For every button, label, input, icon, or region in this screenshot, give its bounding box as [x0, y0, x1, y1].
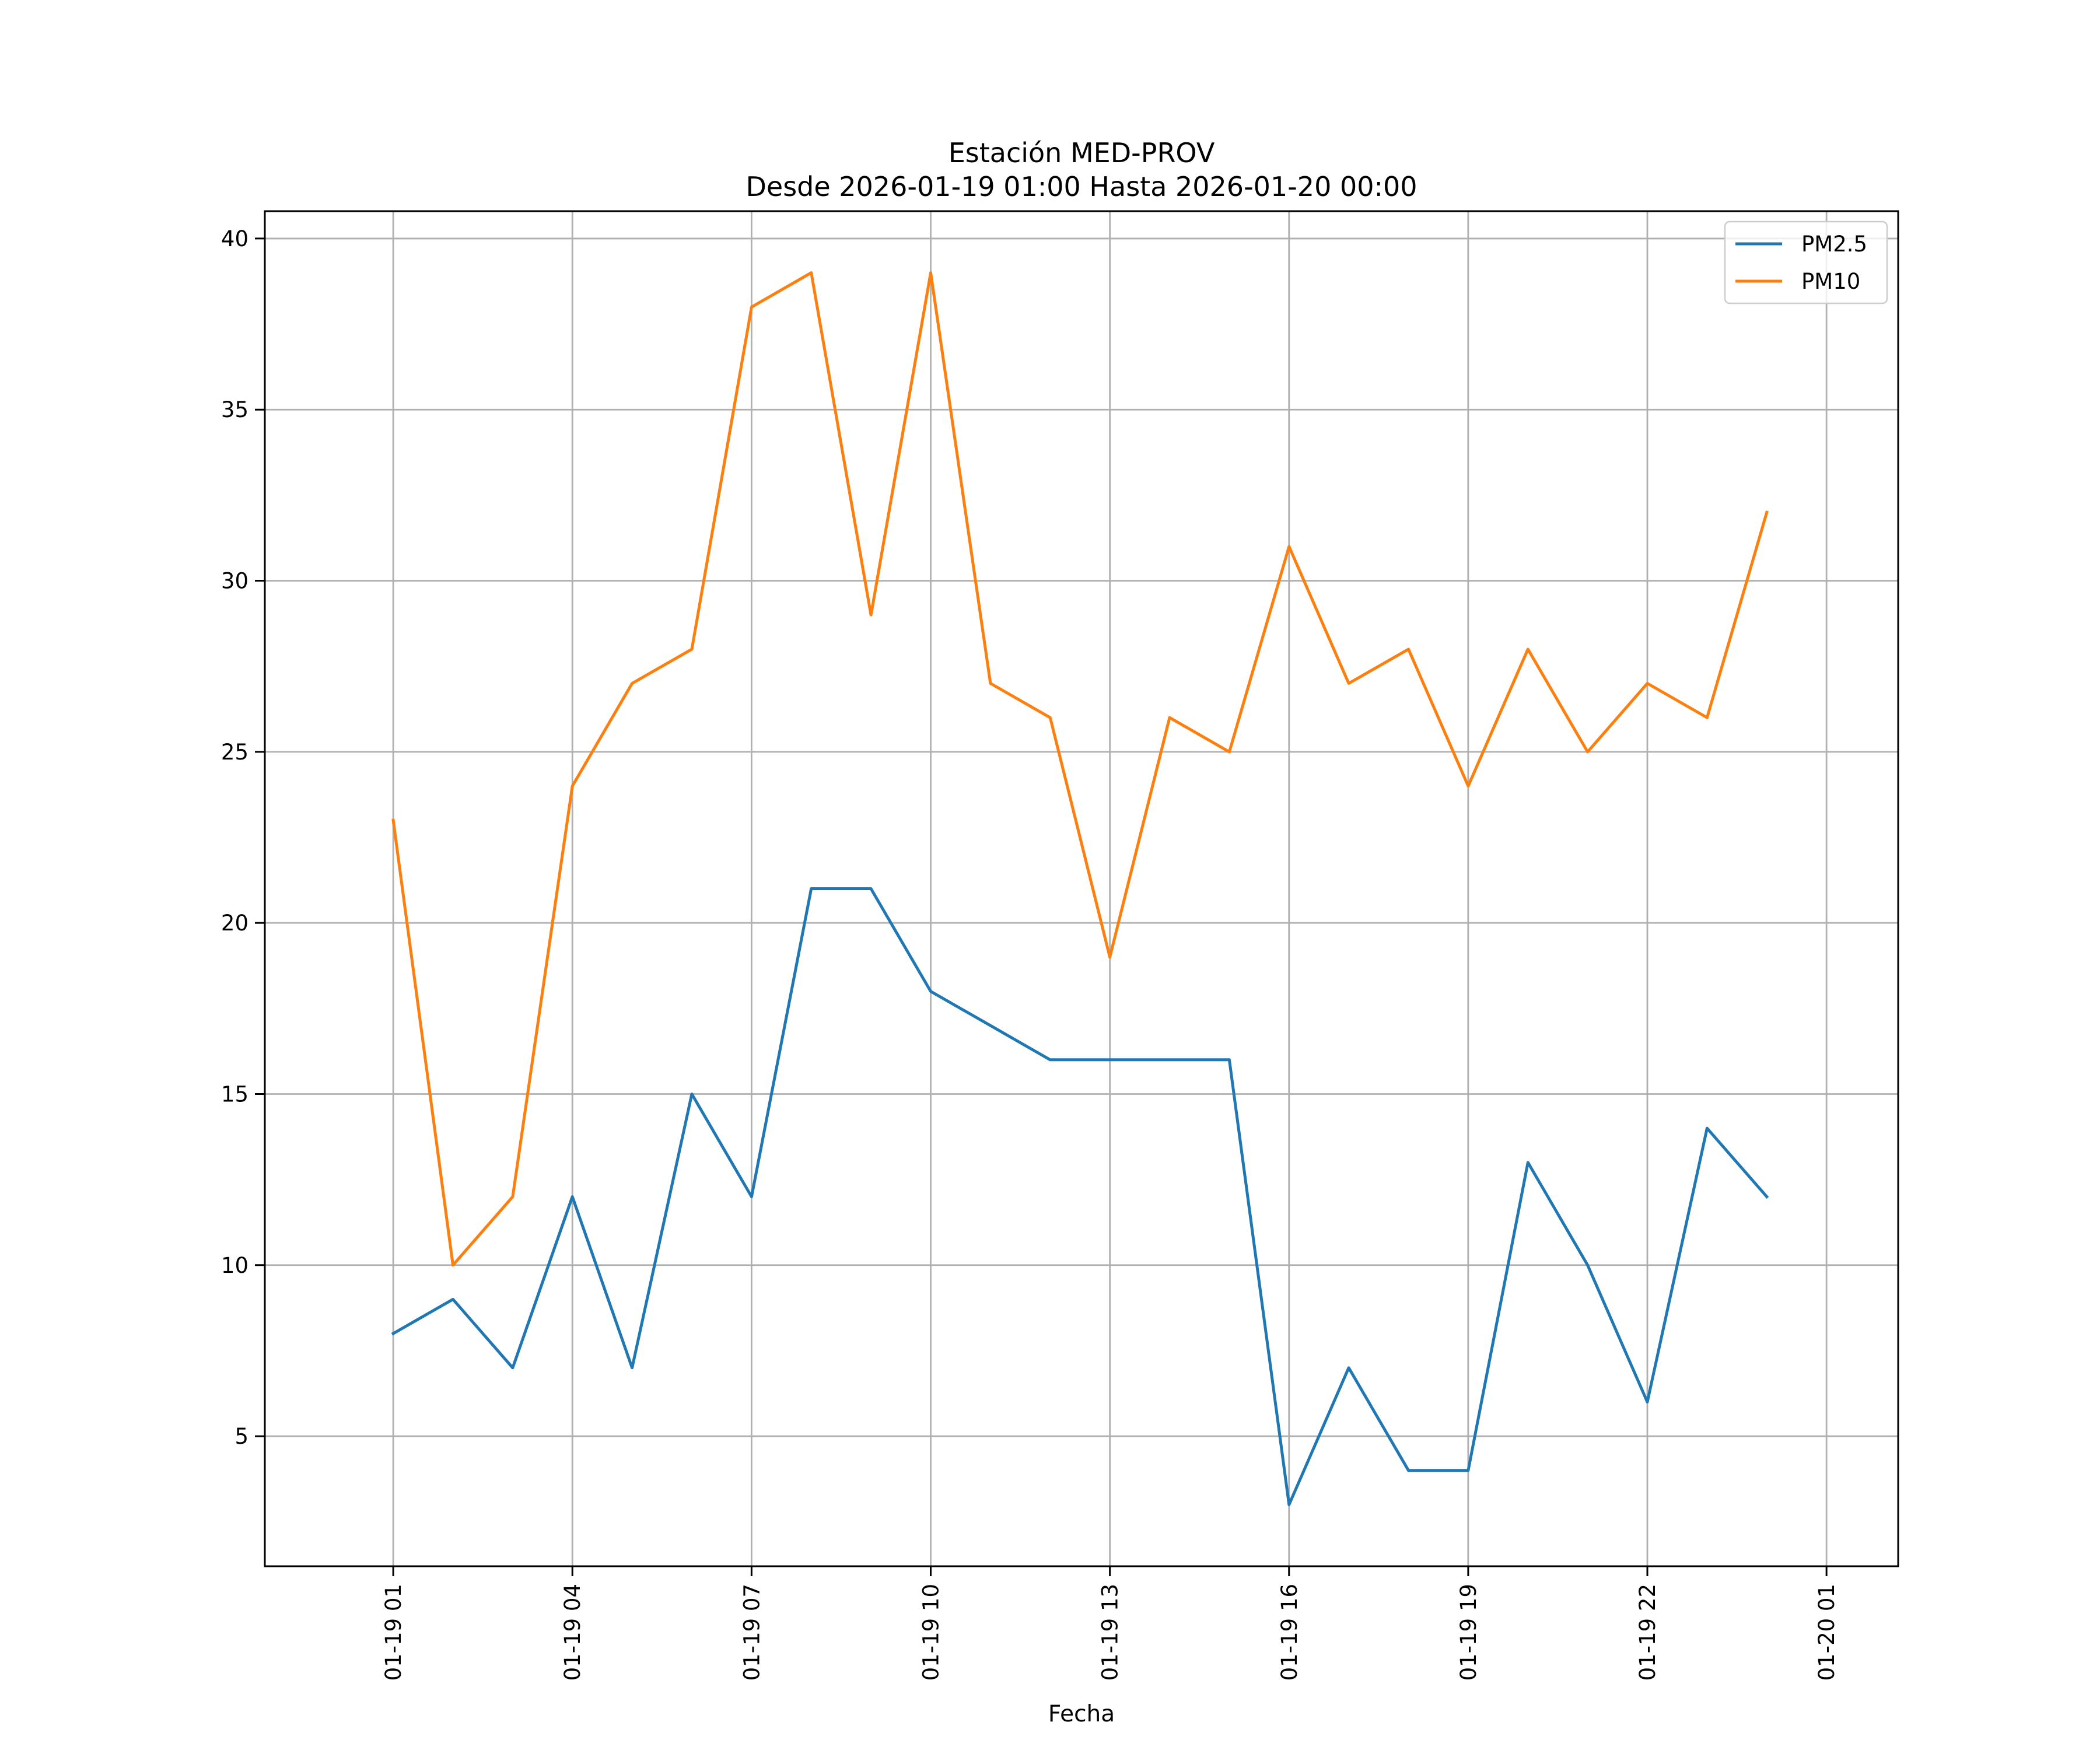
y-axis: 5 10 15 20 25 30 35 40 [221, 226, 265, 1449]
series-lines [391, 271, 1769, 1506]
legend-box [1724, 220, 1888, 304]
y-tick-label: 15 [221, 1082, 249, 1107]
x-tick-label: 01-19 07 [739, 1584, 764, 1681]
legend-label: PM2.5 [1801, 232, 1867, 257]
legend-entries: PM2.5 PM10 [1735, 232, 1867, 294]
series-line-pm25 [391, 887, 1769, 1506]
x-axis-label: Fecha [1048, 1701, 1115, 1727]
x-tick-label: 01-20 01 [1814, 1584, 1839, 1681]
x-tick-label: 01-19 13 [1098, 1584, 1123, 1681]
x-axis: 01-19 01 01-19 04 01-19 07 01-19 10 01-19 13… [381, 1566, 1839, 1681]
y-tick-label: 35 [221, 397, 249, 422]
legend: PM2.5 PM10 [1724, 220, 1888, 304]
chart-title-line1: Estación MED-PROV [949, 137, 1215, 169]
chart-title-line2: Desde 2026-01-19 01:00 Hasta 2026-01-20 … [746, 171, 1417, 202]
y-tick-label: 10 [221, 1253, 249, 1278]
y-tick-label: 25 [221, 740, 249, 765]
y-tick-label: 40 [221, 226, 249, 251]
x-tick-label: 01-19 16 [1277, 1584, 1302, 1681]
legend-label: PM10 [1801, 269, 1860, 294]
x-tick-label: 01-19 19 [1456, 1584, 1481, 1681]
y-tick-label: 5 [235, 1424, 249, 1449]
x-tick-label: 01-19 01 [381, 1584, 406, 1681]
plot-frame [264, 210, 1899, 1567]
series-line-pm10 [391, 271, 1769, 1267]
y-tick-label: 30 [221, 569, 249, 594]
x-tick-label: 01-19 10 [918, 1584, 943, 1681]
x-tick-label: 01-19 22 [1635, 1584, 1660, 1681]
x-tick-label: 01-19 04 [560, 1584, 585, 1681]
y-tick-label: 20 [221, 911, 249, 936]
grid-lines [265, 211, 1898, 1566]
